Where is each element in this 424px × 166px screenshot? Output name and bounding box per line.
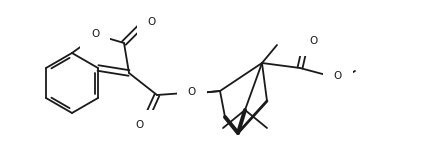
Text: O: O — [135, 120, 143, 130]
Text: O: O — [334, 71, 342, 81]
Text: O: O — [310, 36, 318, 46]
Text: O: O — [91, 29, 99, 39]
Text: O: O — [148, 17, 156, 27]
Text: O: O — [188, 87, 196, 97]
